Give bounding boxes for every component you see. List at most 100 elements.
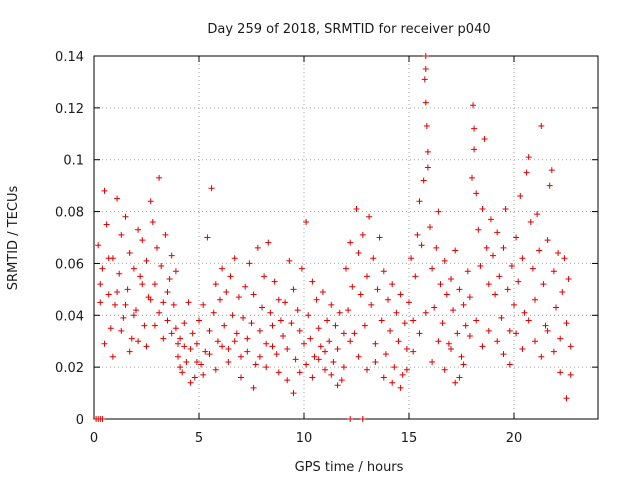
data-point xyxy=(494,338,501,345)
data-point xyxy=(137,273,144,280)
data-point xyxy=(473,190,480,197)
data-point xyxy=(256,327,263,334)
data-point xyxy=(303,218,310,225)
data-point xyxy=(338,377,345,384)
data-point xyxy=(99,416,106,422)
y-tick-label: 0.14 xyxy=(55,50,84,65)
data-point xyxy=(193,358,200,365)
data-point xyxy=(508,263,515,270)
data-point xyxy=(105,291,112,298)
data-point xyxy=(460,301,467,308)
data-point xyxy=(422,53,429,59)
data-point xyxy=(294,307,301,314)
data-point xyxy=(160,299,167,306)
data-point xyxy=(231,338,238,345)
data-point xyxy=(315,325,322,332)
data-point xyxy=(147,296,154,303)
data-point xyxy=(305,312,312,319)
data-point xyxy=(481,135,488,142)
data-point xyxy=(448,275,454,282)
data-point xyxy=(101,340,108,347)
data-point xyxy=(364,366,370,373)
y-tick-label: 0 xyxy=(76,413,84,428)
data-point xyxy=(210,309,217,316)
data-point xyxy=(422,309,429,316)
data-point xyxy=(147,198,154,205)
data-point xyxy=(227,273,234,280)
data-point xyxy=(116,270,123,277)
data-point xyxy=(410,348,417,355)
data-point xyxy=(567,343,574,350)
data-point xyxy=(130,312,137,319)
data-point xyxy=(490,252,496,259)
data-point xyxy=(353,205,360,212)
y-tick-label: 0.1 xyxy=(63,154,84,169)
data-point xyxy=(118,231,125,238)
data-point xyxy=(200,371,207,378)
y-tick-label: 0.06 xyxy=(55,257,84,272)
data-point xyxy=(523,169,530,176)
data-point xyxy=(456,374,463,381)
data-point xyxy=(154,244,160,251)
data-point xyxy=(219,343,226,350)
data-point xyxy=(336,309,343,316)
data-point xyxy=(208,185,215,192)
data-point xyxy=(322,348,328,355)
data-point xyxy=(235,294,242,301)
data-point xyxy=(343,265,349,272)
data-point xyxy=(424,148,431,155)
data-point xyxy=(519,345,526,352)
data-point xyxy=(328,301,335,308)
data-point xyxy=(511,301,517,308)
data-point xyxy=(364,273,370,280)
data-point xyxy=(355,250,362,257)
data-point xyxy=(248,320,255,327)
data-point xyxy=(519,255,526,262)
data-point xyxy=(212,281,219,288)
data-point xyxy=(527,218,534,225)
y-tick-label: 0.02 xyxy=(55,361,84,376)
data-point xyxy=(420,177,427,184)
data-point xyxy=(349,283,356,290)
data-point xyxy=(175,353,181,360)
data-point xyxy=(109,353,116,360)
chart-title: Day 259 of 2018, SRMTID for receiver p04… xyxy=(207,22,490,37)
data-point xyxy=(380,268,387,275)
data-point xyxy=(429,358,436,365)
data-point xyxy=(233,330,240,337)
data-point xyxy=(225,345,232,352)
data-point xyxy=(399,371,406,378)
data-point xyxy=(515,278,522,285)
data-point xyxy=(284,377,291,384)
data-point xyxy=(263,364,270,371)
data-point xyxy=(445,340,452,347)
y-tick-label: 0.04 xyxy=(55,309,84,324)
data-point xyxy=(435,338,442,345)
data-point xyxy=(355,353,362,360)
data-point xyxy=(479,205,486,212)
data-point xyxy=(466,294,473,301)
data-point xyxy=(357,291,364,298)
data-point xyxy=(122,213,129,220)
data-point xyxy=(437,281,444,288)
data-point xyxy=(256,353,263,360)
data-point xyxy=(143,257,150,264)
data-point xyxy=(557,369,564,376)
data-point xyxy=(286,257,293,264)
data-point xyxy=(156,174,163,181)
data-point xyxy=(544,237,551,244)
data-point xyxy=(546,182,553,189)
data-point xyxy=(391,364,398,371)
data-point xyxy=(219,265,226,272)
data-point xyxy=(301,340,307,347)
data-point xyxy=(206,351,213,358)
data-point xyxy=(259,304,265,311)
data-point xyxy=(418,242,425,249)
y-tick-label: 0.12 xyxy=(55,102,84,117)
data-point xyxy=(296,327,303,334)
data-point xyxy=(494,229,501,236)
data-point xyxy=(223,288,230,295)
data-point xyxy=(168,252,175,259)
data-point xyxy=(359,231,366,238)
data-point xyxy=(198,361,205,368)
